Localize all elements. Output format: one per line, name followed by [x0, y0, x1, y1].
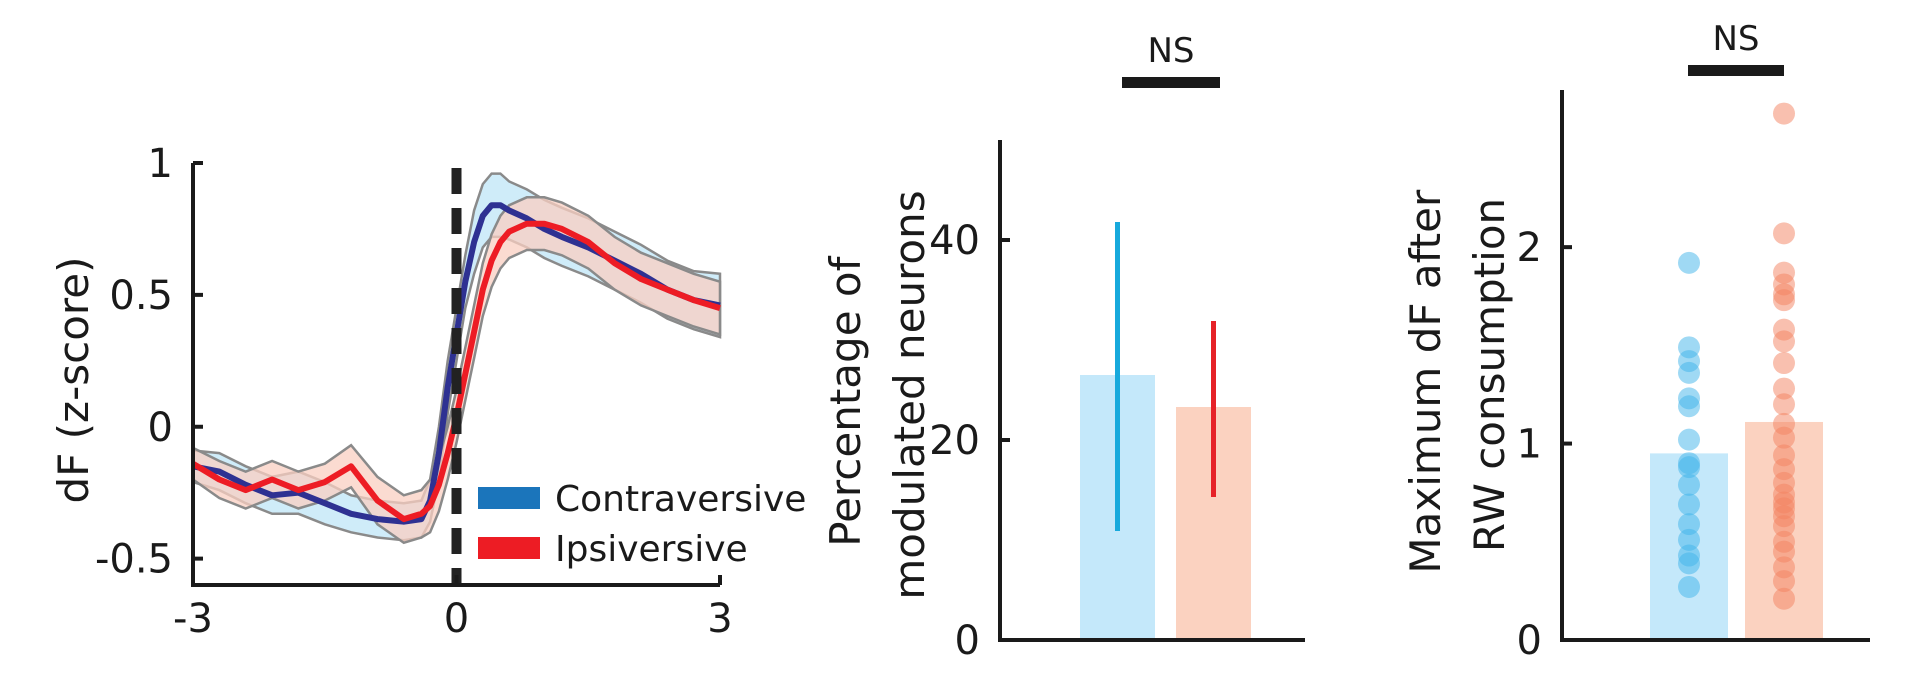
- x-tick-label: 3: [707, 596, 732, 642]
- y-tick-label: 0.5: [109, 273, 173, 319]
- x-ticks: -3 0 3: [173, 575, 733, 642]
- y-axis-title-line-2: RW consumption: [1465, 198, 1514, 552]
- point-ipsiversive: [1773, 352, 1795, 375]
- point-ipsiversive: [1773, 570, 1795, 593]
- y-tick-label: 0: [1517, 618, 1542, 664]
- x-tick-label: -3: [173, 596, 213, 642]
- y-axis-title: Maximum dF after RW consumption: [1401, 176, 1514, 573]
- significance-label: NS: [1712, 19, 1759, 59]
- y-axis-title-line-1: Percentage of: [821, 255, 870, 546]
- point-ipsiversive: [1773, 393, 1795, 416]
- point-ipsiversive: [1773, 426, 1795, 449]
- legend-label-ipsiversive: Ipsiversive: [555, 529, 748, 570]
- point-contraversive: [1678, 251, 1700, 274]
- y-tick-label: 20: [929, 418, 980, 464]
- point-ipsiversive: [1773, 540, 1795, 563]
- significance-bar: [1122, 77, 1220, 88]
- legend-swatch-ipsiversive: [478, 537, 540, 559]
- y-axis-title-line-2: modulated neurons: [885, 190, 934, 599]
- y-tick-label: -0.5: [95, 537, 173, 583]
- line-ipsiversive: [191, 220, 721, 523]
- point-ipsiversive: [1773, 377, 1795, 400]
- y-tick-label: 40: [929, 218, 980, 264]
- point-ipsiversive: [1773, 289, 1795, 312]
- significance-label: NS: [1147, 31, 1194, 71]
- point-contraversive: [1678, 473, 1700, 496]
- data-points: [1678, 102, 1795, 610]
- y-axis-title-line-1: Maximum dF after: [1401, 189, 1450, 574]
- panel-max-df-bar-chart: 0 1 2 Maximum dF after RW consumption NS: [1401, 19, 1870, 664]
- point-contraversive: [1678, 528, 1700, 551]
- error-bars: [1115, 222, 1216, 531]
- y-tick-label: 1: [1517, 422, 1542, 468]
- legend-swatch-contraversive: [478, 487, 540, 509]
- y-tick-label: 0: [955, 618, 980, 664]
- panel-line-chart: -0.5 0 0.5 1 -3 0 3 dF (z-score) Contraversiv…: [49, 141, 806, 642]
- point-ipsiversive: [1773, 515, 1795, 538]
- y-axis-title: Percentage of modulated neurons: [821, 190, 934, 599]
- band-ipsiversive: [191, 196, 722, 545]
- y-ticks: -0.5 0 0.5 1: [95, 141, 203, 583]
- y-tick-label: 0: [148, 405, 173, 451]
- y-axis-title: dF (z-score): [49, 257, 98, 504]
- point-contraversive: [1678, 513, 1700, 536]
- point-contraversive: [1678, 552, 1700, 575]
- point-contraversive: [1678, 575, 1700, 598]
- point-ipsiversive: [1773, 330, 1795, 353]
- bars: [1650, 421, 1823, 640]
- panel-percentage-bar-chart: 0 20 40 Percentage of modulated neurons NS: [821, 31, 1305, 664]
- confidence-bands: [191, 172, 722, 545]
- y-tick-label: 1: [148, 141, 173, 187]
- point-ipsiversive: [1773, 222, 1795, 245]
- x-tick-label: 0: [444, 596, 469, 642]
- point-contraversive: [1678, 361, 1700, 384]
- point-contraversive: [1678, 395, 1700, 418]
- point-contraversive: [1678, 493, 1700, 516]
- y-ticks: 0 1 2: [1517, 225, 1572, 664]
- legend: Contraversive Ipsiversive: [478, 479, 806, 570]
- point-contraversive: [1678, 456, 1700, 479]
- significance-bar: [1688, 65, 1784, 76]
- bars: [1080, 375, 1251, 640]
- point-contraversive: [1678, 428, 1700, 451]
- legend-label-contraversive: Contraversive: [555, 479, 806, 520]
- y-tick-label: 2: [1517, 225, 1542, 271]
- y-ticks: 0 20 40: [929, 218, 1010, 664]
- series-lines: [191, 202, 721, 525]
- point-ipsiversive: [1773, 587, 1795, 610]
- point-ipsiversive: [1773, 102, 1795, 125]
